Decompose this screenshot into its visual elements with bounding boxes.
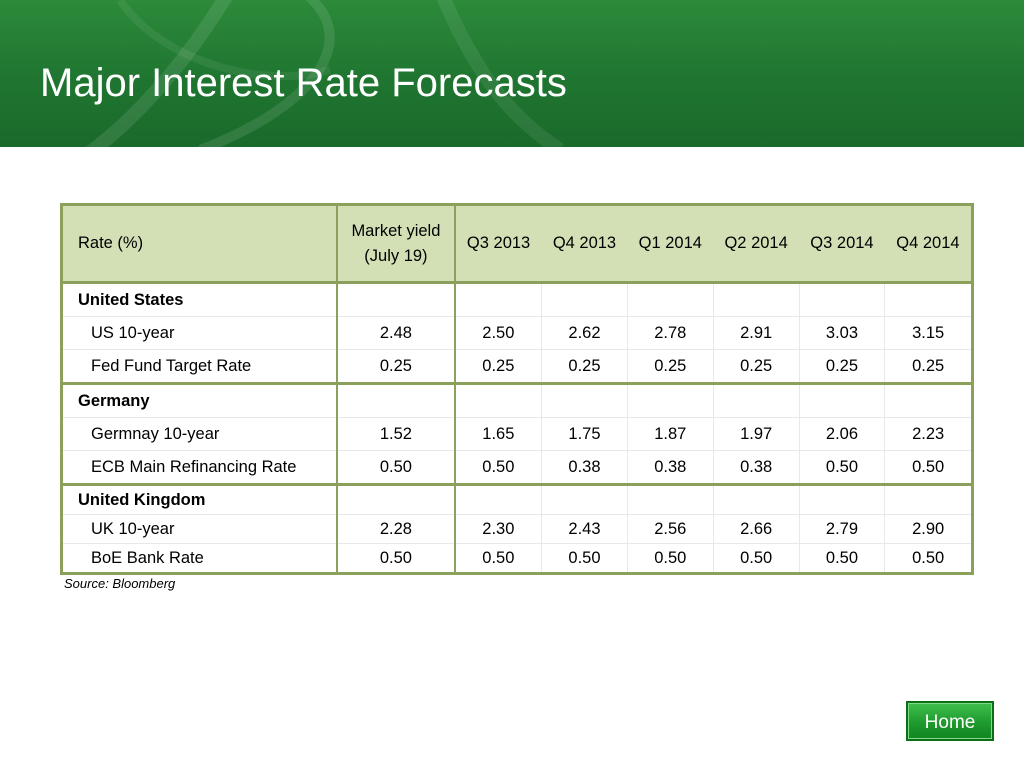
decorative-swoosh bbox=[85, 0, 564, 147]
market-yield-cell: 2.48 bbox=[337, 316, 456, 350]
forecast-cell: 2.62 bbox=[541, 316, 628, 350]
group-row: United States bbox=[60, 282, 974, 317]
market-yield-cell: 0.25 bbox=[337, 349, 456, 385]
header-market-yield: Market yield (July 19) bbox=[337, 203, 456, 284]
forecast-cell: 1.65 bbox=[454, 417, 543, 451]
forecast-cell: 0.38 bbox=[713, 450, 800, 486]
forecast-cell: 0.50 bbox=[713, 543, 800, 575]
market-yield-cell: 2.28 bbox=[337, 514, 456, 544]
forecast-cell: 0.38 bbox=[541, 450, 628, 486]
group-name: United States bbox=[60, 282, 339, 317]
forecast-cell: 0.50 bbox=[541, 543, 628, 575]
group-name: United Kingdom bbox=[60, 484, 339, 515]
header-market-line2: (July 19) bbox=[364, 246, 428, 265]
forecast-cell: 0.50 bbox=[884, 543, 974, 575]
forecast-cell: 2.90 bbox=[884, 514, 974, 544]
forecast-cell: 2.79 bbox=[799, 514, 886, 544]
header-market-line1: Market yield bbox=[351, 221, 441, 240]
forecast-cell: 0.50 bbox=[799, 450, 886, 486]
table-row: BoE Bank Rate 0.50 0.50 0.50 0.50 0.50 0… bbox=[60, 543, 974, 575]
header-rate: Rate (%) bbox=[60, 203, 339, 284]
forecast-cell: 2.30 bbox=[454, 514, 543, 544]
row-label: BoE Bank Rate bbox=[60, 543, 339, 575]
forecast-cell: 0.50 bbox=[884, 450, 974, 486]
forecast-cell: 2.66 bbox=[713, 514, 800, 544]
header-quarter: Q1 2014 bbox=[627, 203, 714, 284]
forecast-cell: 0.50 bbox=[454, 450, 543, 486]
page-title: Major Interest Rate Forecasts bbox=[40, 61, 567, 105]
forecast-cell: 2.56 bbox=[627, 514, 714, 544]
table-row: UK 10-year 2.28 2.30 2.43 2.56 2.66 2.79… bbox=[60, 514, 974, 544]
forecast-cell: 1.87 bbox=[627, 417, 714, 451]
header-quarter: Q2 2014 bbox=[713, 203, 800, 284]
forecast-cell: 0.50 bbox=[799, 543, 886, 575]
table-row: Fed Fund Target Rate 0.25 0.25 0.25 0.25… bbox=[60, 349, 974, 385]
forecast-cell: 0.25 bbox=[454, 349, 543, 385]
header-quarter: Q3 2014 bbox=[799, 203, 885, 284]
row-label: ECB Main Refinancing Rate bbox=[60, 450, 339, 486]
home-button[interactable]: Home bbox=[906, 701, 994, 741]
forecast-cell: 0.50 bbox=[454, 543, 543, 575]
market-yield-cell: 0.50 bbox=[337, 450, 456, 486]
forecast-cell: 2.78 bbox=[627, 316, 714, 350]
forecast-cell: 0.38 bbox=[627, 450, 714, 486]
group-row: Germany bbox=[60, 383, 974, 418]
title-banner: Major Interest Rate Forecasts bbox=[0, 0, 1024, 147]
row-label: UK 10-year bbox=[60, 514, 339, 544]
forecast-cell: 0.50 bbox=[627, 543, 714, 575]
group-row: United Kingdom bbox=[60, 484, 974, 515]
forecast-cell: 3.03 bbox=[799, 316, 886, 350]
forecast-cell: 0.25 bbox=[884, 349, 974, 385]
group-name: Germany bbox=[60, 383, 339, 418]
table-header-row: Rate (%) Market yield (July 19) Q3 2013 … bbox=[60, 203, 974, 284]
table-row: Germnay 10-year 1.52 1.65 1.75 1.87 1.97… bbox=[60, 417, 974, 451]
row-label: Germnay 10-year bbox=[60, 417, 339, 451]
forecast-cell: 2.50 bbox=[454, 316, 543, 350]
header-quarter: Q3 2013 bbox=[454, 203, 542, 284]
header-quarter: Q4 2013 bbox=[541, 203, 628, 284]
forecast-cell: 2.91 bbox=[713, 316, 800, 350]
market-yield-cell: 0.50 bbox=[337, 543, 456, 575]
rate-forecast-table: Rate (%) Market yield (July 19) Q3 2013 … bbox=[60, 203, 974, 575]
forecast-cell: 0.25 bbox=[541, 349, 628, 385]
source-note: Source: Bloomberg bbox=[64, 576, 176, 591]
forecast-cell: 2.23 bbox=[884, 417, 974, 451]
row-label: Fed Fund Target Rate bbox=[60, 349, 339, 385]
table-row: US 10-year 2.48 2.50 2.62 2.78 2.91 3.03… bbox=[60, 316, 974, 350]
table-row: ECB Main Refinancing Rate 0.50 0.50 0.38… bbox=[60, 450, 974, 486]
header-quarter: Q4 2014 bbox=[884, 203, 974, 284]
row-label: US 10-year bbox=[60, 316, 339, 350]
market-yield-cell: 1.52 bbox=[337, 417, 456, 451]
forecast-cell: 0.25 bbox=[627, 349, 714, 385]
forecast-cell: 1.75 bbox=[541, 417, 628, 451]
forecast-cell: 1.97 bbox=[713, 417, 800, 451]
forecast-cell: 2.43 bbox=[541, 514, 628, 544]
forecast-cell: 3.15 bbox=[884, 316, 974, 350]
forecast-cell: 0.25 bbox=[799, 349, 886, 385]
forecast-cell: 2.06 bbox=[799, 417, 886, 451]
forecast-cell: 0.25 bbox=[713, 349, 800, 385]
